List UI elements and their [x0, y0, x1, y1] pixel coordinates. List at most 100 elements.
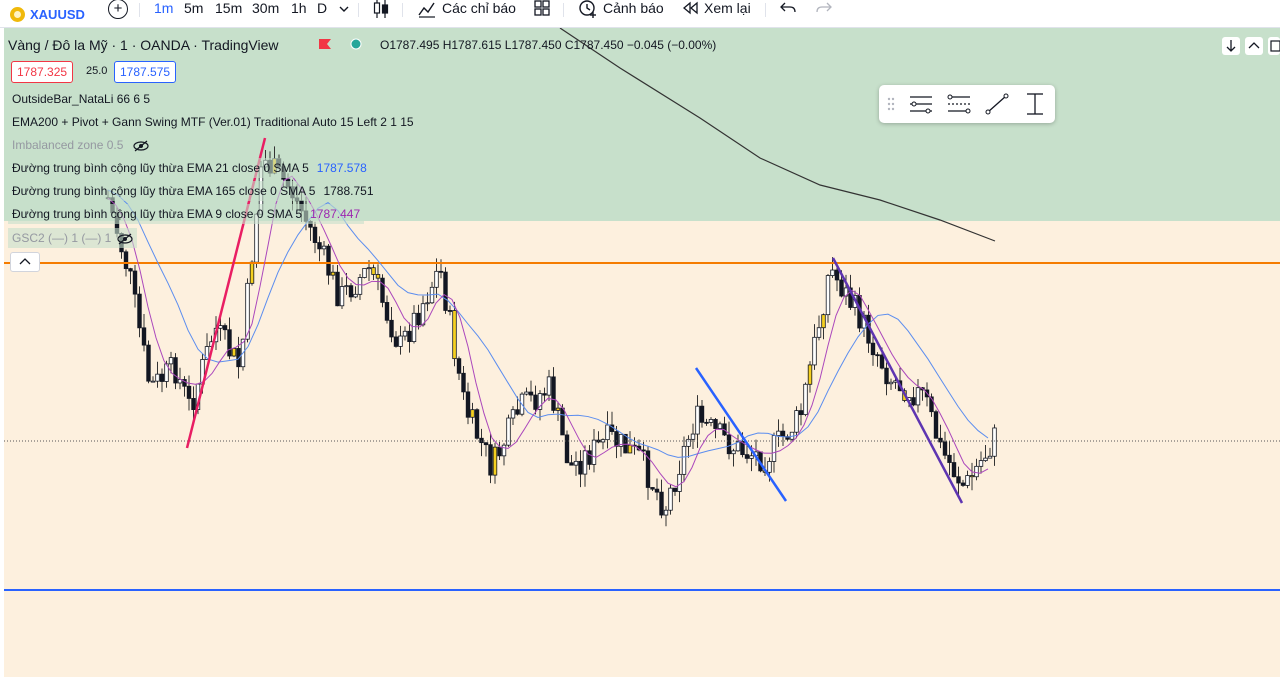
drag-handle-icon[interactable]	[883, 91, 899, 117]
indicator-ema165[interactable]: Đường trung bình cộng lũy thừa EMA 165 c…	[8, 181, 378, 201]
candle-body	[560, 407, 565, 436]
hide-eye-icon[interactable]	[117, 233, 133, 245]
measure-icon[interactable]	[1021, 91, 1049, 117]
candle-body	[569, 462, 574, 466]
flag-icon[interactable]	[318, 38, 332, 50]
alert-button[interactable]: Cảnh báo	[603, 0, 664, 16]
ask-price[interactable]: 1787.575	[114, 61, 177, 83]
chevron-up-icon	[19, 258, 31, 265]
add-symbol-icon[interactable]: +	[108, 0, 128, 19]
candle-body	[434, 270, 439, 288]
indicator-imbalanced-zone[interactable]: Imbalanced zone 0.5	[8, 135, 153, 155]
candle-body	[330, 271, 336, 276]
candle-body	[488, 444, 493, 476]
timeframe-d[interactable]: D	[317, 0, 328, 16]
candle-body	[173, 357, 178, 384]
candle-body	[389, 319, 394, 338]
indicators-icon[interactable]	[417, 0, 437, 19]
timeframe-5m[interactable]: 5m	[184, 0, 204, 16]
indicator-ema21[interactable]: Đường trung bình cộng lũy thừa EMA 21 cl…	[8, 158, 371, 178]
candle-body	[528, 391, 534, 396]
indicator-ema200-pivot[interactable]: EMA200 + Pivot + Gann Swing MTF (Ver.01)…	[8, 112, 418, 132]
price-chart[interactable]	[0, 28, 1280, 677]
candle-body	[699, 405, 705, 423]
indicator-label: Đường trung bình cộng lũy thừa EMA 9 clo…	[12, 207, 303, 221]
candle-body	[960, 482, 966, 486]
chevron-down-icon[interactable]	[338, 3, 350, 15]
candle-body	[461, 372, 466, 393]
indicator-ema9[interactable]: Đường trung bình cộng lũy thừa EMA 9 clo…	[8, 204, 365, 224]
candle-body	[141, 327, 147, 346]
chart-pane[interactable]: Vàng / Đô la Mỹ · 1 · OANDA · TradingVie…	[0, 28, 1280, 677]
replay-icon[interactable]	[682, 0, 700, 16]
candle-body	[321, 245, 327, 250]
candle-body	[884, 367, 889, 385]
candle-body	[965, 475, 970, 486]
hide-eye-icon[interactable]	[133, 140, 149, 152]
maximize-pane-button[interactable]	[1268, 37, 1280, 55]
symbol-label: XAUUSD	[30, 6, 85, 22]
candle-body	[911, 397, 916, 406]
indicators-button[interactable]: Các chỉ báo	[442, 0, 516, 16]
alert-icon[interactable]	[578, 0, 598, 18]
indicator-value: 1788.751	[323, 184, 374, 198]
candle-body	[317, 242, 322, 250]
candle-body	[735, 441, 741, 452]
chart-title: Vàng / Đô la Mỹ · 1 · OANDA · TradingVie…	[8, 37, 279, 53]
timeframe-15m[interactable]: 15m	[215, 0, 243, 16]
candle-body	[128, 268, 133, 272]
trendline-icon[interactable]	[983, 91, 1011, 117]
candle-body	[501, 444, 507, 457]
candle-body	[191, 398, 196, 411]
bid-price[interactable]: 1787.325	[11, 61, 74, 83]
pivot-swing-blue	[694, 367, 788, 502]
candle-body	[132, 270, 138, 295]
candle-body	[717, 423, 723, 429]
replay-button[interactable]: Xem lại	[704, 0, 751, 16]
redo-icon[interactable]	[816, 0, 832, 16]
candle-body	[987, 455, 993, 459]
toolbar-divider	[358, 3, 359, 17]
indicator-outsidebar[interactable]: OutsideBar_NataLi 66 6 5	[8, 89, 155, 109]
candle-body	[312, 226, 318, 243]
timeframe-1h[interactable]: 1h	[291, 0, 307, 16]
candle-body	[137, 293, 142, 329]
candle-body	[465, 391, 471, 418]
toolbar-divider	[139, 3, 140, 17]
fib-icon[interactable]	[907, 91, 935, 117]
candle-body	[249, 261, 255, 284]
candle-body	[821, 314, 826, 329]
timeframe-1m[interactable]: 1m	[154, 0, 174, 16]
candle-body	[744, 454, 750, 459]
candle-body	[357, 277, 363, 295]
candle-body	[384, 302, 390, 321]
candle-body	[479, 437, 484, 444]
candle-body	[591, 439, 597, 465]
pivot-swing-purple	[831, 257, 964, 504]
indicator-label: GSC2 (—) 1 (—) 1	[12, 231, 112, 245]
candle-type-icon[interactable]	[372, 0, 390, 19]
templates-icon[interactable]	[533, 0, 551, 17]
candle-body	[731, 450, 736, 455]
candle-body	[618, 433, 624, 447]
indicator-gsc2[interactable]: GSC2 (—) 1 (—) 1	[8, 228, 137, 248]
ema9-line	[107, 175, 989, 488]
collapse-legend-button[interactable]	[10, 252, 40, 272]
symbol-search-button[interactable]: XAUUSD	[10, 0, 85, 28]
candle-body	[834, 269, 840, 281]
candle-body	[443, 271, 448, 311]
candle-body	[375, 274, 381, 279]
collapse-pane-button[interactable]	[1245, 37, 1263, 55]
timeframe-30m[interactable]: 30m	[252, 0, 280, 16]
candle-body	[627, 444, 633, 454]
ema21-line	[107, 189, 989, 458]
candle-body	[641, 449, 646, 452]
candle-body	[159, 373, 165, 382]
candle-body	[236, 348, 241, 368]
candle-body	[992, 427, 997, 457]
candle-body	[497, 446, 502, 457]
undo-icon[interactable]	[780, 0, 796, 16]
candle-body	[587, 450, 592, 465]
pattern-icon[interactable]	[945, 91, 973, 117]
scroll-down-button[interactable]	[1222, 37, 1240, 55]
